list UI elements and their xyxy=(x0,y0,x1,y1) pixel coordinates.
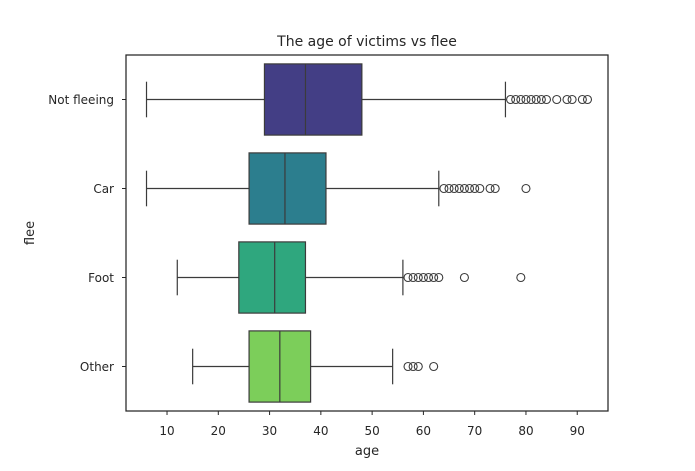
x-axis-label: age xyxy=(355,444,379,459)
outlier-point xyxy=(577,94,587,105)
outlier-point xyxy=(541,94,552,105)
outlier-point xyxy=(470,183,480,194)
plot-frame xyxy=(125,54,609,412)
outlier-point xyxy=(408,361,418,372)
outlier-point xyxy=(485,183,495,194)
outlier-point xyxy=(536,94,546,105)
outlier-point xyxy=(408,272,418,283)
outlier-point xyxy=(429,272,439,283)
outlier-point xyxy=(506,94,516,105)
x-tick-label: 70 xyxy=(467,424,482,438)
box-group-foot xyxy=(176,241,526,314)
outlier-point xyxy=(531,94,541,105)
outlier-point xyxy=(418,272,428,283)
outlier-point xyxy=(465,183,475,194)
x-axis-ticks: 10 20 30 40 50 60 70 80 90 xyxy=(159,411,585,438)
x-tick-label: 40 xyxy=(313,424,328,438)
outlier-point xyxy=(439,183,449,194)
y-tick-label: Other xyxy=(80,360,114,374)
outlier-point xyxy=(423,272,434,283)
outlier-point xyxy=(403,361,413,372)
outlier-point xyxy=(413,272,423,283)
outlier-point xyxy=(562,94,572,105)
outlier-point xyxy=(521,94,531,105)
y-tick-label: Not fleeing xyxy=(48,93,114,107)
outlier-point xyxy=(552,94,562,105)
outlier-point xyxy=(403,272,413,283)
outlier-point xyxy=(521,183,531,194)
outlier-point xyxy=(413,361,423,372)
outlier-point xyxy=(582,94,593,105)
plot-content xyxy=(145,63,593,403)
box-car xyxy=(248,152,327,225)
outlier-point xyxy=(475,183,485,194)
box-not-fleeing xyxy=(263,63,363,136)
outlier-point xyxy=(567,94,577,105)
chart-title: The age of victims vs flee xyxy=(276,34,457,50)
outlier-point xyxy=(490,183,500,194)
outlier-point xyxy=(516,272,526,283)
outlier-point xyxy=(526,94,536,105)
y-axis-label: flee xyxy=(23,221,38,245)
outlier-point xyxy=(516,94,526,105)
box-group-not-fleeing xyxy=(145,63,593,136)
outlier-point xyxy=(511,94,521,105)
x-tick-label: 80 xyxy=(518,424,533,438)
x-tick-label: 20 xyxy=(211,424,226,438)
outlier-point xyxy=(429,361,439,372)
box-foot xyxy=(238,241,307,314)
x-tick-label: 10 xyxy=(159,424,174,438)
outlier-point xyxy=(434,272,444,283)
outlier-point xyxy=(459,272,469,283)
y-tick-label: Foot xyxy=(88,271,114,285)
box-group-other xyxy=(192,330,439,403)
box-group-car xyxy=(145,152,531,225)
y-tick-label: Car xyxy=(93,182,114,196)
x-tick-label: 90 xyxy=(570,424,585,438)
outlier-point xyxy=(454,183,464,194)
x-tick-label: 60 xyxy=(416,424,431,438)
x-tick-label: 50 xyxy=(364,424,379,438)
outlier-point xyxy=(444,183,454,194)
outlier-point xyxy=(459,183,469,194)
x-tick-label: 30 xyxy=(262,424,277,438)
outlier-point xyxy=(449,183,459,194)
y-axis-ticks: Not fleeing Car Foot Other xyxy=(48,93,126,374)
